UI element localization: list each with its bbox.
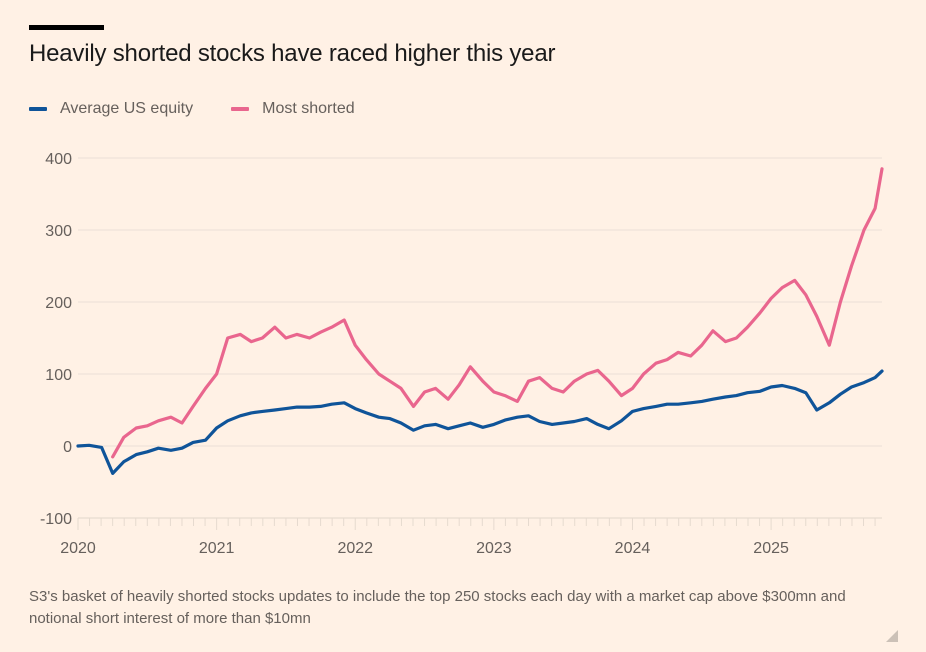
- footnote: S3's basket of heavily shorted stocks up…: [29, 588, 846, 627]
- resize-handle-icon[interactable]: [886, 630, 898, 642]
- y-tick-label: -100: [40, 511, 72, 528]
- y-tick-label: 400: [45, 151, 72, 168]
- chart-title: Heavily shorted stocks have raced higher…: [29, 40, 556, 67]
- y-tick-label: 100: [45, 367, 72, 384]
- x-tick-label: 2020: [60, 540, 96, 557]
- x-axis: 2020 2021 2022 2023 2024 2025: [60, 517, 882, 557]
- title-accent-bar: [29, 25, 104, 30]
- legend: Average US equity Most shorted: [29, 100, 393, 118]
- x-tick-label: 2024: [615, 540, 651, 557]
- x-tick-label: 2021: [199, 540, 235, 557]
- legend-label-shorted: Most shorted: [262, 100, 355, 117]
- legend-item-average-us-equity: Average US equity: [29, 100, 193, 118]
- legend-item-most-shorted: Most shorted: [231, 100, 355, 118]
- series-line-most-shorted: [111, 167, 884, 459]
- gridlines: [78, 157, 882, 447]
- y-tick-label: 0: [63, 439, 72, 456]
- y-tick-label: 300: [45, 223, 72, 240]
- legend-swatch-shorted: [231, 107, 250, 111]
- legend-label-average: Average US equity: [60, 100, 194, 117]
- x-tick-label: 2022: [337, 540, 373, 557]
- series-line-average-us-equity: [76, 369, 884, 475]
- series-lines: [76, 167, 884, 475]
- y-axis-tick-labels: 400 300 200 100 0 -100: [40, 151, 72, 528]
- x-tick-label: 2025: [753, 540, 789, 557]
- x-tick-label: 2023: [476, 540, 512, 557]
- legend-swatch-average: [29, 107, 47, 111]
- y-tick-label: 200: [45, 295, 72, 312]
